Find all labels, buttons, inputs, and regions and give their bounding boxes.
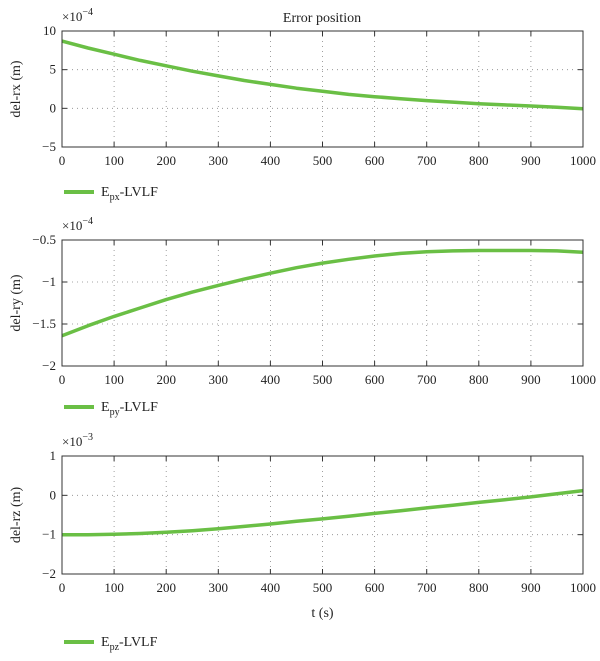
x-tick-label: 200 [156,372,176,387]
x-tick-label: 600 [365,580,385,595]
x-tick-label: 0 [59,580,66,595]
x-tick-label: 800 [469,153,489,168]
plot-frame [61,239,584,367]
y-tick-label: −5 [42,139,56,154]
x-tick-label: 700 [417,580,437,595]
y-tick-label: −2 [42,358,56,373]
x-axis-label: t (s) [311,606,334,621]
x-tick-label: 1000 [570,153,596,168]
x-tick-label: 800 [469,372,489,387]
axis-multiplier: ×10−4 [62,216,93,233]
y-tick-label: 5 [50,62,57,77]
y-axis-label: del-ry (m) [9,274,24,331]
x-tick-label: 100 [104,580,124,595]
series-line [61,248,584,338]
chart-panel-1: 0 100 200 300 400 500 600 700 800 900 1000−50510×1… [9,7,596,203]
legend: Epz-LVLF [64,635,158,653]
x-tick-label: 900 [521,372,541,387]
x-tick-label: 300 [209,580,229,595]
x-tick-label: 300 [209,153,229,168]
series-line [61,39,584,111]
x-tick-label: 500 [313,153,333,168]
chart-panels: 0 100 200 300 400 500 600 700 800 900 1000−50510×1… [9,7,596,653]
x-tick-label: 700 [417,372,437,387]
y-axis-label: del-rz (m) [9,486,24,543]
chart-panel-3: 0 100 200 300 400 500 600 700 800 900 1000 −2 −1 0 1 ×1… [9,432,596,653]
x-tick-label: 900 [521,153,541,168]
x-tick-label: 1000 [570,372,596,387]
y-tick-label: 0 [50,100,57,115]
y-tick-label: −1 [42,527,56,542]
y-axis-label: del-rx (m) [9,60,24,117]
y-tick-label: 10 [43,23,56,38]
y-tick-label: −2 [42,566,56,581]
legend-label: Epx-LVLF [101,185,158,203]
x-tick-label: 300 [209,372,229,387]
series-line [62,488,584,537]
x-tick-label: 1000 [570,580,596,595]
plot-frame [61,455,584,575]
legend-label: Epy-LVLF [101,400,158,418]
legend: Epy-LVLF [64,400,158,418]
x-tick-label: 200 [156,153,176,168]
x-tick-label: 100 [104,372,124,387]
x-tick-label: 400 [261,372,281,387]
x-tick-label: 600 [365,153,385,168]
y-tick-label: 1 [50,448,57,463]
y-tick-label: −1.5 [32,316,56,331]
axis-multiplier: ×10−3 [62,432,93,449]
axis-multiplier: ×10−4 [62,7,93,24]
y-tick-label: −1 [42,274,56,289]
x-tick-label: 400 [261,153,281,168]
y-tick-label: 0 [50,487,57,502]
x-tick-label: 400 [261,580,281,595]
legend-label: Epz-LVLF [101,635,158,653]
plot-frame [61,30,584,148]
chart-panel-2: 0 100 200 300 400 500 600 700 800 900 1000 −2 −1.5 −1… [9,216,596,418]
x-tick-label: 600 [365,372,385,387]
y-tick-label: −0.5 [32,232,56,247]
x-tick-label: 0 [59,372,66,387]
figure-title: Error position [283,11,361,26]
x-tick-label: 500 [313,372,333,387]
x-tick-label: 700 [417,153,437,168]
x-tick-label: 200 [156,580,176,595]
x-tick-label: 0 [59,153,66,168]
x-tick-label: 800 [469,580,489,595]
legend: Epx-LVLF [64,185,158,203]
x-tick-label: 900 [521,580,541,595]
x-tick-label: 500 [313,580,333,595]
x-tick-label: 100 [104,153,124,168]
